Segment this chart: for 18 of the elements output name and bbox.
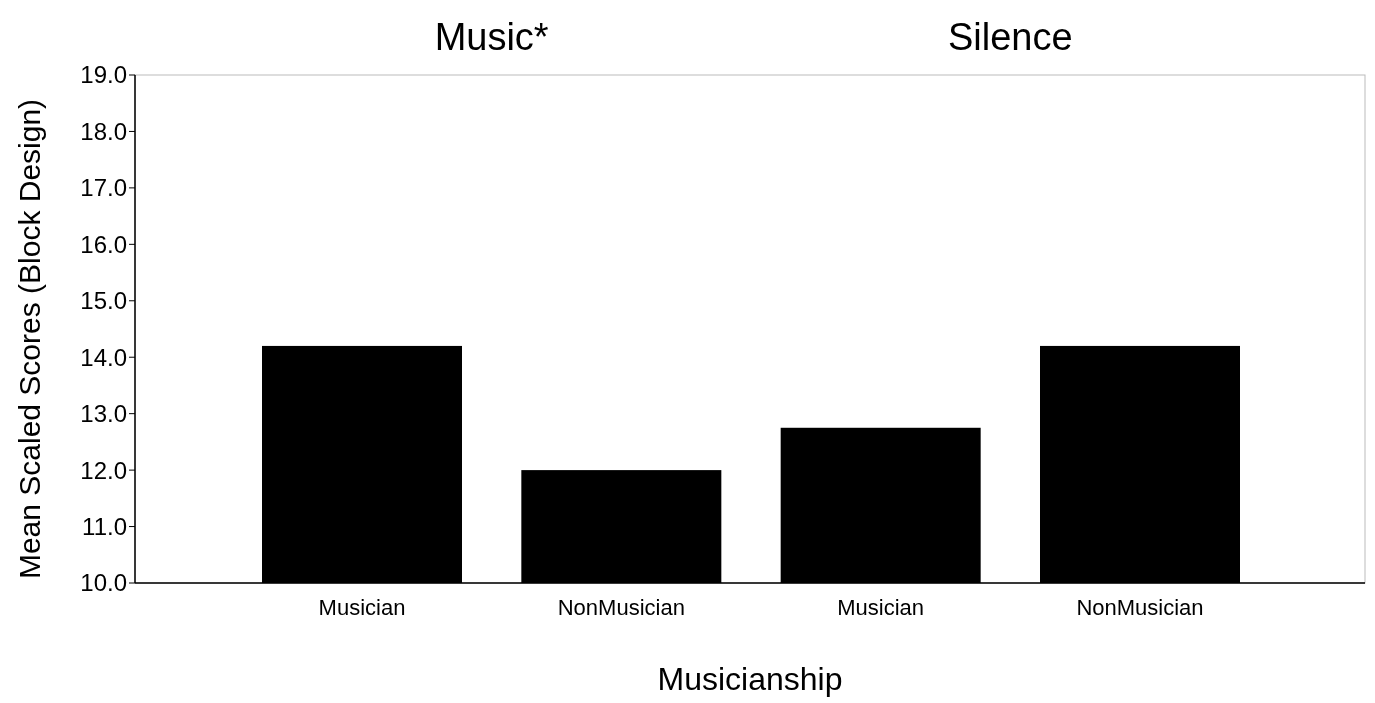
y-tick-label: 11.0 bbox=[82, 512, 127, 540]
y-tick-label: 13.0 bbox=[80, 400, 127, 428]
y-tick-label: 10.0 bbox=[80, 569, 127, 597]
y-tick-label: 18.0 bbox=[80, 117, 127, 145]
y-tick-label: 19.0 bbox=[80, 61, 127, 89]
y-tick-label: 17.0 bbox=[80, 174, 127, 202]
y-tick-label: 14.0 bbox=[80, 343, 127, 371]
x-tick-label: NonMusician bbox=[1076, 595, 1204, 620]
x-tick-label: NonMusician bbox=[557, 595, 685, 620]
text: Silence bbox=[948, 16, 1073, 58]
x-tick-label: Musician bbox=[837, 595, 925, 620]
y-axis-title: Mean Scaled Scores (Block Design) bbox=[13, 98, 46, 580]
text: Music* bbox=[434, 16, 549, 58]
x-tick-label: Musician bbox=[318, 595, 406, 620]
y-tick-label: 12.0 bbox=[80, 456, 127, 484]
y-tick-label: 15.0 bbox=[80, 287, 127, 315]
x-axis-title: Musicianship bbox=[657, 661, 843, 697]
y-tick-label: 16.0 bbox=[80, 230, 127, 258]
